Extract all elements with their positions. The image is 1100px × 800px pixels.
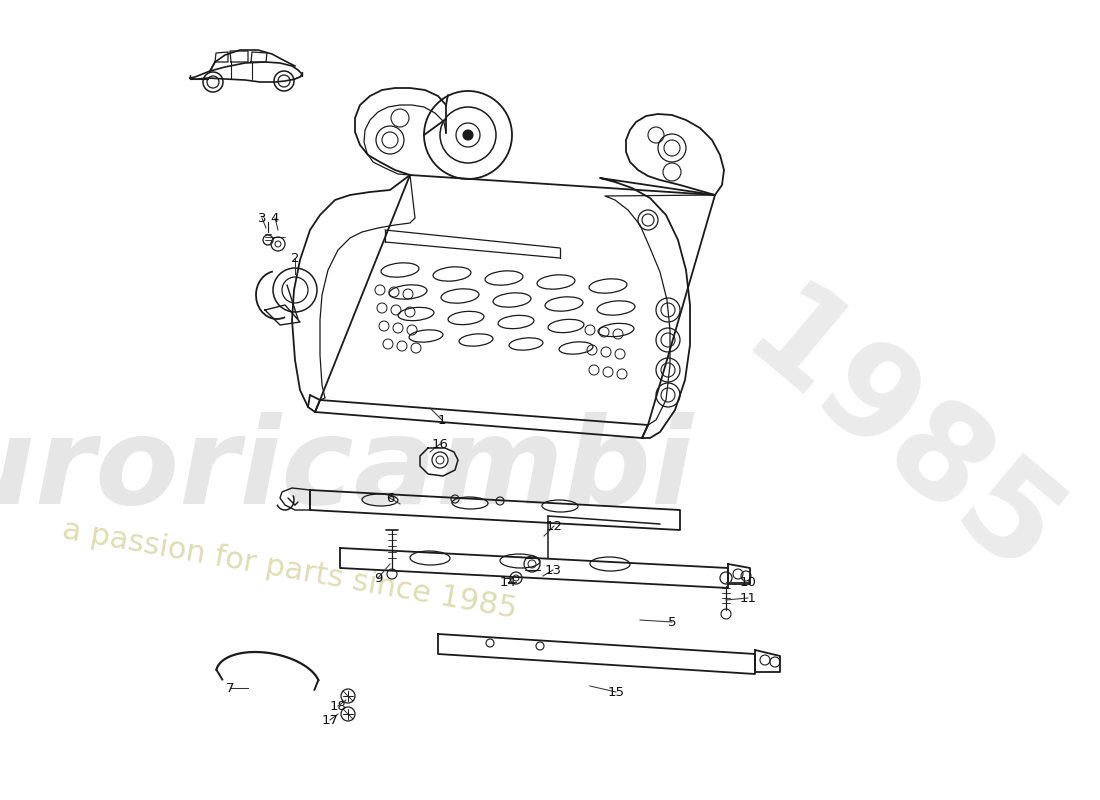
Text: 17: 17 xyxy=(321,714,339,726)
Text: 6: 6 xyxy=(386,491,394,505)
Text: 16: 16 xyxy=(431,438,449,450)
Text: euroricambi: euroricambi xyxy=(0,411,694,529)
Text: 3: 3 xyxy=(257,211,266,225)
Text: 15: 15 xyxy=(607,686,625,698)
Text: 12: 12 xyxy=(546,519,562,533)
Text: 4: 4 xyxy=(271,211,279,225)
Text: 13: 13 xyxy=(544,563,561,577)
Text: 10: 10 xyxy=(739,575,757,589)
Text: 18: 18 xyxy=(330,699,346,713)
Text: 2: 2 xyxy=(290,251,299,265)
Text: 11: 11 xyxy=(739,591,757,605)
Text: 1: 1 xyxy=(438,414,447,426)
Text: 9: 9 xyxy=(374,571,382,585)
Text: 7: 7 xyxy=(226,682,234,694)
Text: 1985: 1985 xyxy=(718,274,1081,606)
Text: a passion for parts since 1985: a passion for parts since 1985 xyxy=(60,516,519,624)
Text: 14: 14 xyxy=(499,575,516,589)
Circle shape xyxy=(463,130,473,140)
Text: 5: 5 xyxy=(668,615,676,629)
